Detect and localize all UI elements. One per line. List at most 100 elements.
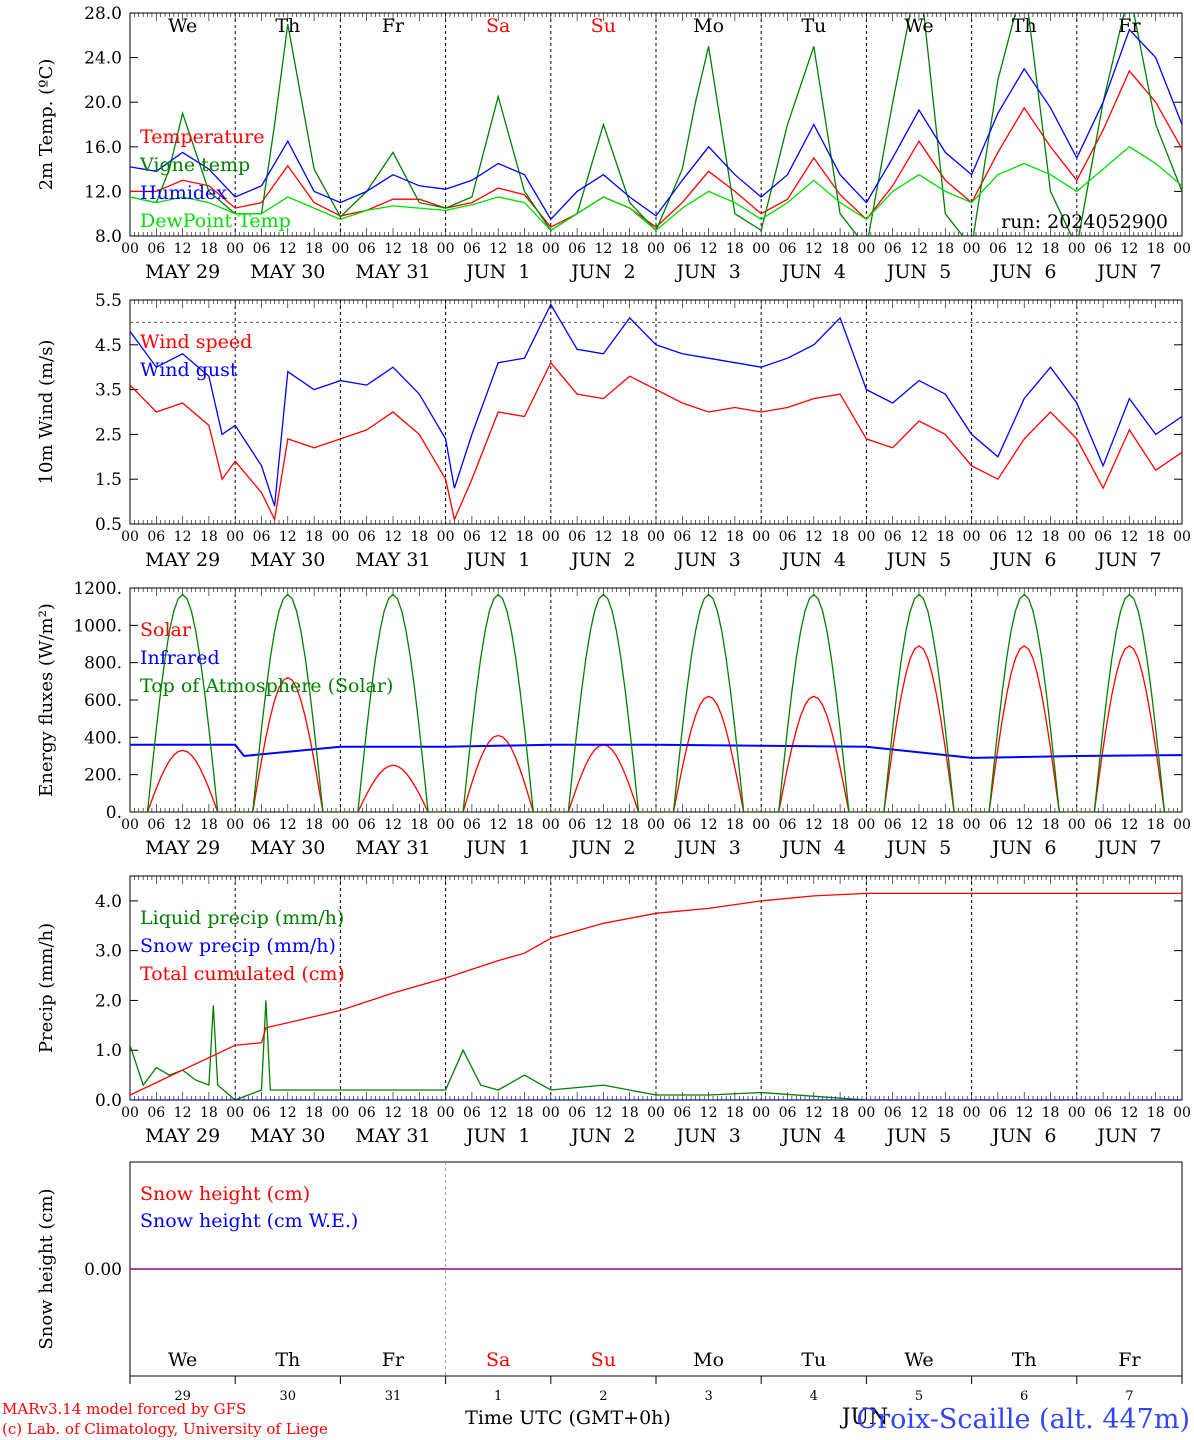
hour-tick-label: 06 <box>358 529 376 545</box>
hour-tick-label: 18 <box>1147 529 1165 545</box>
hour-tick-label: 00 <box>1068 241 1086 257</box>
hour-tick-label: 06 <box>358 241 376 257</box>
legend-entry: Total cumulated (cm) <box>140 963 345 985</box>
date-label: JUN 2 <box>569 1125 635 1147</box>
legend-entry: Vigne temp <box>139 154 250 176</box>
day-number-label: 2 <box>599 1389 607 1404</box>
hour-tick-label: 12 <box>700 241 718 257</box>
plot-frame <box>129 587 1183 813</box>
hour-tick-label: 12 <box>805 1105 823 1121</box>
hour-tick-label: 06 <box>1094 1105 1112 1121</box>
day-number-label: 7 <box>1125 1389 1133 1404</box>
legend-entry: Snow precip (mm/h) <box>140 935 336 957</box>
hour-tick-label: 06 <box>884 1105 902 1121</box>
panel-3: 00 06 12 18 00 06 12 18 00 06 12 18 00 06 12 18 00 06 12 18… <box>36 579 1191 859</box>
hour-tick-label: 06 <box>673 529 691 545</box>
date-label: JUN 3 <box>674 549 740 571</box>
hour-tick-label: 00 <box>857 241 875 257</box>
hour-tick-label: 12 <box>384 1105 402 1121</box>
hour-tick-label: 00 <box>752 817 770 833</box>
hour-tick-label: 18 <box>200 241 218 257</box>
y-tick-label: 4.5 <box>95 336 122 356</box>
y-axis-label: Precip (mm/h) <box>36 923 57 1053</box>
series-line-wind-gust <box>130 303 1182 507</box>
hour-tick-label: 18 <box>1042 529 1060 545</box>
series-group <box>130 13 1182 236</box>
hour-tick-label: 12 <box>489 241 507 257</box>
hour-tick-label: 12 <box>489 1105 507 1121</box>
date-label: JUN 7 <box>1095 261 1161 283</box>
hour-tick-label: 12 <box>805 817 823 833</box>
hour-tick-label: 12 <box>1120 817 1138 833</box>
hour-tick-label: 18 <box>831 1105 849 1121</box>
day-number-label: 29 <box>174 1389 191 1404</box>
hour-tick-label: 06 <box>358 1105 376 1121</box>
date-label: JUN 6 <box>990 837 1056 859</box>
day-number-label: 4 <box>810 1389 818 1404</box>
y-tick-labels: 0.5 1.5 2.5 3.5 4.5 5.5 <box>95 291 122 535</box>
hour-tick-label: 00 <box>121 241 139 257</box>
y-tick-label: 4.0 <box>95 892 122 912</box>
hour-tick-label: 12 <box>174 1105 192 1121</box>
hour-tick-label: 18 <box>305 1105 323 1121</box>
hour-tick-label: 12 <box>174 529 192 545</box>
date-label: MAY 30 <box>250 1125 325 1147</box>
hour-tick-label: 18 <box>621 1105 639 1121</box>
series-group <box>130 892 1182 1100</box>
hour-tick-label: 18 <box>410 817 428 833</box>
weekday-label: Sa <box>486 15 510 37</box>
date-label: MAY 31 <box>355 261 430 283</box>
weekday-label: Mo <box>693 1349 724 1371</box>
hour-tick-label: 00 <box>226 817 244 833</box>
hour-tick-label: 00 <box>1173 817 1191 833</box>
hour-tick-label: 06 <box>779 1105 797 1121</box>
hour-tick-label: 00 <box>542 1105 560 1121</box>
y-tick-label: 600. <box>84 691 122 711</box>
hour-tick-label: 06 <box>568 241 586 257</box>
y-tick-label: 0.5 <box>95 515 122 535</box>
hour-tick-label: 12 <box>384 529 402 545</box>
hour-tick-label: 00 <box>1173 529 1191 545</box>
date-label: JUN 7 <box>1095 1125 1161 1147</box>
hour-tick-label: 00 <box>752 241 770 257</box>
hour-tick-labels: 00 06 12 18 00 06 12 18 00 06 12 18 00 06 12 18 00 06 12 18… <box>121 1105 1191 1121</box>
hour-tick-label: 12 <box>594 817 612 833</box>
hour-ticks <box>129 588 1183 812</box>
hour-tick-label: 12 <box>384 817 402 833</box>
hour-tick-label: 00 <box>1068 1105 1086 1121</box>
series-line-wind-speed <box>130 361 1182 522</box>
hour-tick-label: 00 <box>963 241 981 257</box>
hour-tick-label: 18 <box>1147 241 1165 257</box>
hour-tick-label: 18 <box>410 241 428 257</box>
y-axis-label: 2m Temp. (ºC) <box>36 59 57 191</box>
hour-tick-label: 06 <box>568 1105 586 1121</box>
y-tick-label: 3.5 <box>95 381 122 401</box>
legend-entry: DewPoint Temp <box>140 210 291 232</box>
weekday-label: Fr <box>1118 15 1141 37</box>
hour-tick-label: 06 <box>253 241 271 257</box>
hour-tick-label: 12 <box>700 817 718 833</box>
hour-tick-label: 06 <box>147 817 165 833</box>
legend-entry: Humidex <box>140 182 227 204</box>
hour-tick-label: 18 <box>831 241 849 257</box>
hour-tick-label: 06 <box>779 529 797 545</box>
hour-tick-label: 12 <box>174 241 192 257</box>
hour-tick-label: 12 <box>805 529 823 545</box>
y-tick-label: 2.5 <box>95 425 122 445</box>
weekday-label: Th <box>1012 15 1037 37</box>
hour-tick-label: 12 <box>279 817 297 833</box>
hour-tick-label: 18 <box>726 241 744 257</box>
hour-tick-label: 18 <box>1042 817 1060 833</box>
weekday-labels: We Th Fr Sa Su Mo Tu We Th Fr <box>168 1349 1141 1371</box>
hour-tick-label: 18 <box>621 241 639 257</box>
hour-tick-label: 06 <box>884 817 902 833</box>
date-label: JUN 1 <box>464 1125 530 1147</box>
date-label: JUN 1 <box>464 261 530 283</box>
copyright-credit: (c) Lab. of Climatology, University of L… <box>2 1420 328 1438</box>
day-number-label: 31 <box>385 1389 402 1404</box>
hour-tick-labels: 00 06 12 18 00 06 12 18 00 06 12 18 00 06 12 18 00 06 12 18… <box>121 529 1191 545</box>
hour-ticks <box>129 13 1183 236</box>
weekday-label: Fr <box>382 1349 405 1371</box>
date-label: JUN 6 <box>990 261 1056 283</box>
y-tick-label: 3.0 <box>95 942 122 962</box>
